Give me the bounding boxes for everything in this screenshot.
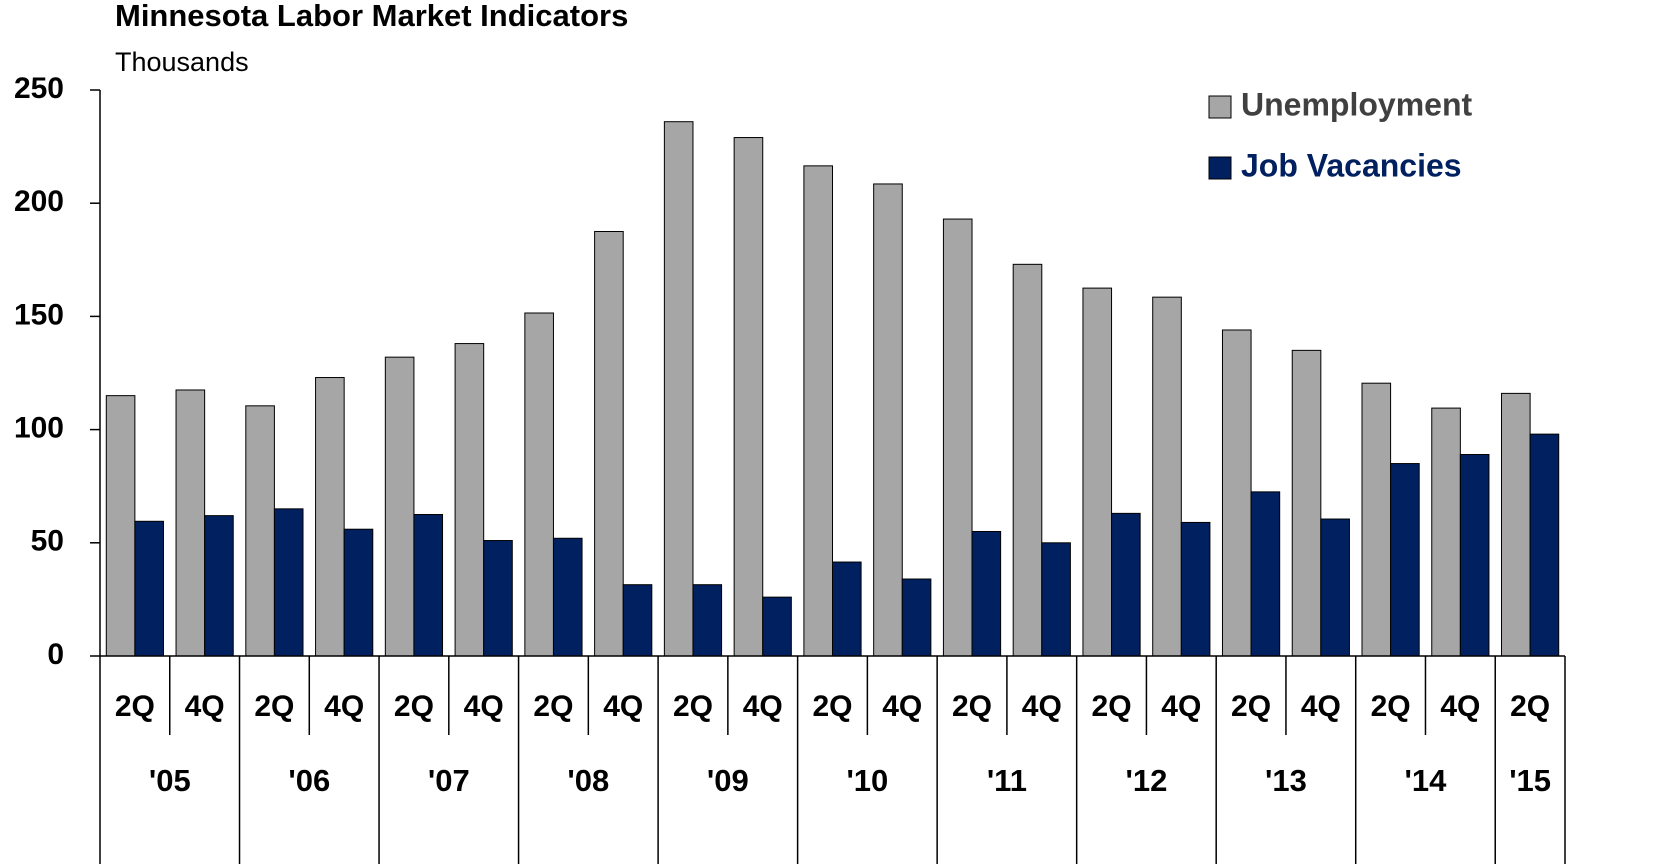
bar	[1250, 491, 1281, 657]
bar	[762, 596, 792, 657]
bar	[832, 561, 862, 657]
x-tick-label: 2Q	[1092, 690, 1132, 723]
bar	[1152, 296, 1182, 657]
bar	[692, 584, 723, 657]
bar	[1291, 349, 1322, 657]
x-tick-label: 4Q	[324, 690, 364, 723]
y-tick-label: 200	[14, 185, 64, 218]
legend-swatch	[1208, 95, 1232, 119]
bar	[1390, 463, 1420, 657]
year-label: '08	[567, 763, 609, 798]
bar	[622, 584, 653, 657]
bar	[343, 528, 374, 657]
x-tick-label: 2Q	[1371, 690, 1411, 723]
chart-subtitle: Thousands	[115, 47, 249, 77]
legend-swatch	[1208, 156, 1232, 180]
bar	[204, 515, 234, 657]
x-tick-label: 2Q	[394, 690, 434, 723]
bar	[803, 165, 834, 657]
bar	[524, 312, 554, 657]
year-label: '10	[846, 763, 888, 798]
x-tick-label: 2Q	[952, 690, 992, 723]
year-label: '11	[987, 763, 1027, 798]
x-tick-label: 4Q	[882, 690, 922, 723]
bar	[901, 578, 932, 657]
bar	[1459, 454, 1490, 657]
bar	[1221, 329, 1252, 657]
x-tick-label: 2Q	[673, 690, 713, 723]
bar	[1320, 518, 1350, 657]
bar	[105, 395, 136, 657]
x-tick-label: 2Q	[254, 690, 294, 723]
bar	[552, 537, 583, 657]
bar	[454, 343, 485, 657]
legend-label: Job Vacancies	[1241, 147, 1462, 183]
x-tick-label: 2Q	[1231, 690, 1271, 723]
bar	[873, 183, 903, 657]
bar	[1111, 512, 1141, 657]
y-tick-label: 50	[31, 525, 64, 558]
x-tick-label: 2Q	[533, 690, 573, 723]
bar	[1180, 521, 1211, 657]
x-tick-label: 4Q	[1022, 690, 1062, 723]
bar	[245, 405, 275, 657]
bar	[1431, 407, 1461, 657]
y-tick-label: 150	[14, 298, 64, 331]
year-label: '05	[149, 763, 191, 798]
bar	[134, 520, 164, 657]
year-label: '13	[1265, 763, 1307, 798]
y-tick-label: 0	[47, 638, 64, 671]
bar	[1041, 542, 1071, 657]
year-label: '07	[428, 763, 470, 798]
x-tick-label: 4Q	[185, 690, 225, 723]
bar	[273, 508, 304, 657]
x-tick-label: 4Q	[1301, 690, 1341, 723]
year-label: '09	[707, 763, 749, 798]
legend-label: Unemployment	[1241, 86, 1472, 122]
x-tick-label: 4Q	[1440, 690, 1480, 723]
bar	[1012, 263, 1043, 657]
bar	[1501, 392, 1531, 657]
bar	[1529, 433, 1560, 657]
bar	[1082, 287, 1113, 657]
bar	[1361, 382, 1392, 657]
year-label: '14	[1405, 763, 1448, 798]
bar	[663, 121, 694, 657]
x-tick-label: 2Q	[812, 690, 852, 723]
year-label: '12	[1125, 763, 1167, 798]
y-tick-label: 250	[14, 72, 64, 105]
bar	[733, 137, 764, 657]
chart-title: Minnesota Labor Market Indicators	[115, 0, 628, 33]
bar	[315, 377, 345, 657]
bar	[175, 389, 206, 657]
bar	[483, 540, 513, 657]
x-tick-label: 2Q	[1510, 690, 1550, 723]
bar	[594, 231, 624, 657]
x-tick-label: 2Q	[115, 690, 155, 723]
x-tick-label: 4Q	[464, 690, 504, 723]
bar	[971, 530, 1002, 657]
bar	[384, 356, 415, 657]
y-tick-label: 100	[14, 412, 64, 445]
x-tick-label: 4Q	[1161, 690, 1201, 723]
year-label: '06	[288, 763, 330, 798]
bar	[942, 218, 973, 657]
year-label: '15	[1509, 763, 1551, 798]
x-tick-label: 4Q	[743, 690, 783, 723]
x-tick-label: 4Q	[603, 690, 643, 723]
bar	[413, 514, 444, 657]
